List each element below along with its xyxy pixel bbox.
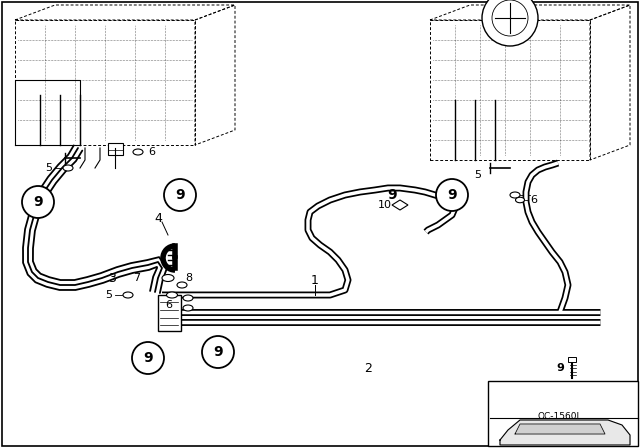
Circle shape (132, 342, 164, 374)
Ellipse shape (133, 149, 143, 155)
Text: 6: 6 (148, 147, 155, 157)
Text: OC-1560L: OC-1560L (538, 412, 582, 421)
Ellipse shape (183, 305, 193, 311)
Bar (488, 381, 638, 446)
Bar (568, 357, 576, 362)
Text: 6: 6 (530, 195, 537, 205)
Text: 5: 5 (105, 290, 112, 300)
Text: 10: 10 (378, 200, 392, 210)
Ellipse shape (510, 192, 520, 198)
Text: 9: 9 (213, 345, 223, 359)
Text: 9: 9 (447, 188, 457, 202)
Ellipse shape (166, 292, 177, 298)
Text: 9: 9 (556, 363, 564, 373)
Ellipse shape (123, 292, 133, 298)
FancyBboxPatch shape (157, 294, 180, 331)
Circle shape (202, 336, 234, 368)
Text: 3: 3 (108, 271, 116, 284)
Text: 9: 9 (33, 195, 43, 209)
Text: 5: 5 (45, 163, 52, 173)
Text: 9: 9 (143, 351, 153, 365)
Ellipse shape (177, 282, 187, 288)
Circle shape (22, 186, 54, 218)
Bar (108, 143, 123, 155)
Ellipse shape (63, 165, 73, 171)
Text: 6: 6 (165, 300, 172, 310)
Circle shape (436, 179, 468, 211)
Text: 1: 1 (311, 273, 319, 287)
Polygon shape (392, 200, 408, 210)
Text: 7: 7 (133, 273, 140, 283)
Text: 9: 9 (387, 188, 397, 202)
Text: 4: 4 (154, 211, 162, 224)
Ellipse shape (183, 295, 193, 301)
Polygon shape (515, 424, 605, 434)
Text: 5: 5 (474, 170, 481, 180)
Circle shape (164, 179, 196, 211)
Ellipse shape (162, 275, 174, 281)
Text: 8: 8 (185, 273, 192, 283)
Text: 2: 2 (364, 362, 372, 375)
Polygon shape (500, 420, 630, 445)
Ellipse shape (515, 197, 525, 203)
Text: 9: 9 (175, 188, 185, 202)
Circle shape (482, 0, 538, 46)
